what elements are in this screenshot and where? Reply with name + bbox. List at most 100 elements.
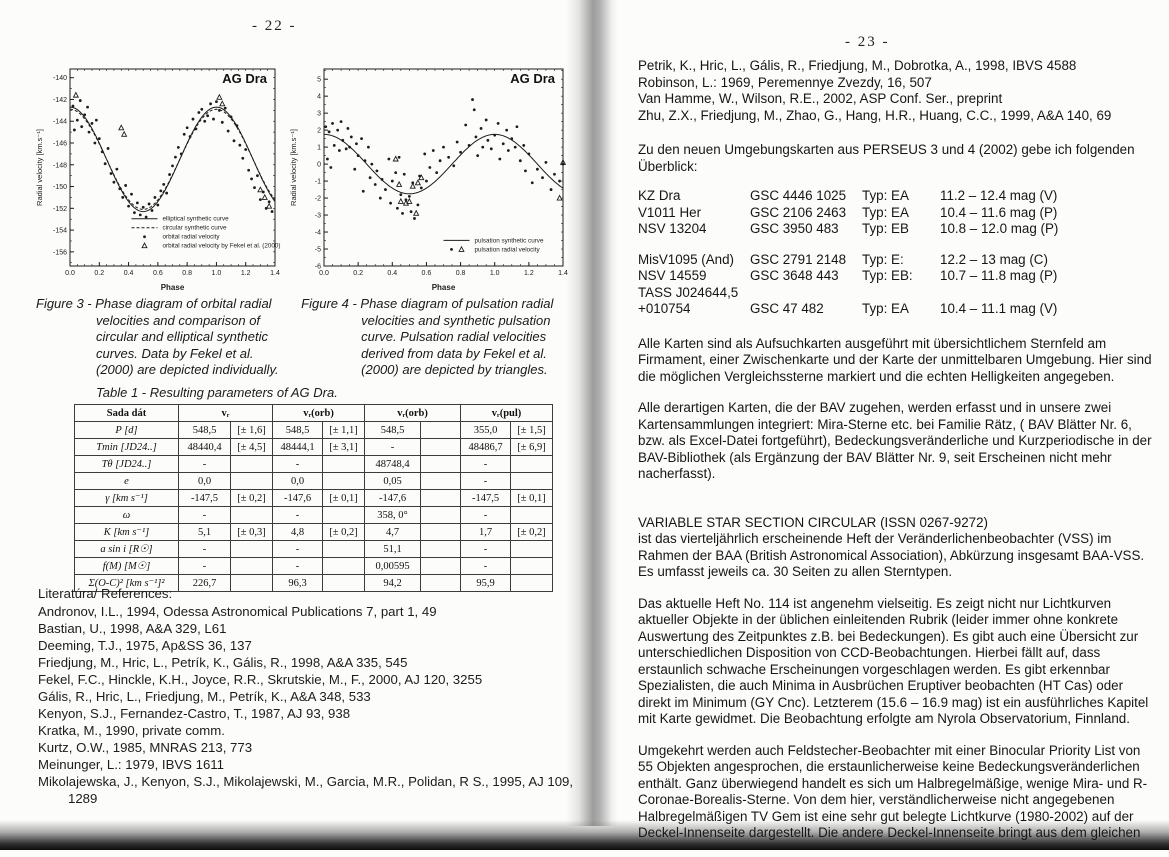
table-row: a sin i [R☉] - -51,1-: [74, 540, 554, 558]
svg-text:AG Dra: AG Dra: [222, 71, 268, 86]
table-cell: -147,5: [178, 489, 231, 507]
star-row: NSV 14559 GSC 3648 443 Typ: EB: 10.7 – 11.8…: [638, 268, 1158, 285]
table-cell: -: [178, 557, 231, 575]
table-cell: 4,7: [364, 523, 422, 541]
star-group: KZ Dra GSC 4446 1025 Typ: EA 11.2 – 12.4 ma…: [638, 188, 1158, 238]
svg-text:0.2: 0.2: [353, 270, 363, 277]
star-row: KZ Dra GSC 4446 1025 Typ: EA 11.2 – 12.4 ma…: [638, 188, 1158, 205]
star-list: KZ Dra GSC 4446 1025 Typ: EA 11.2 – 12.4 ma…: [638, 188, 1158, 318]
table-cell: [229, 506, 274, 524]
svg-text:AG Dra: AG Dra: [510, 71, 556, 86]
star-gsc-id: GSC 4446 1025: [750, 188, 847, 203]
table-header-cell: Sada dát: [74, 404, 179, 422]
reference-line: Meinunger, L.: 1979, IBVS 1611: [38, 757, 224, 772]
star-type: [862, 285, 940, 302]
star-type: Typ: E:: [862, 251, 904, 267]
svg-text:-1: -1: [315, 179, 321, 186]
star-gsc-id: GSC 2106 2463: [750, 204, 847, 220]
reference-line: Petrik, K., Hric, L., Gális, R., Friedju…: [638, 58, 1077, 73]
svg-text:-6: -6: [315, 264, 321, 271]
table-cell: 4,8: [272, 523, 324, 541]
table-cell: -: [272, 557, 324, 575]
table-cell: 226,7: [178, 574, 231, 592]
paragraph: Alle Karten sind als Aufsuchkarten ausge…: [638, 336, 1158, 386]
star-name: NSV 14559: [638, 268, 707, 283]
svg-text:Phase: Phase: [161, 283, 185, 292]
table-cell: -: [460, 472, 512, 490]
svg-text:-154: -154: [53, 228, 67, 235]
table-cell: [229, 557, 274, 575]
reference-line: Kenyon, S.J., Fernandez-Castro, T., 1987…: [38, 706, 351, 721]
table-row: γ [km s⁻¹] -147,5 [± 0,2] -147,6 [± 0,1] -147…: [74, 489, 554, 507]
star-row: V1011 Her GSC 2106 2463 Typ: EA 10.4 – 11.6…: [638, 205, 1158, 222]
paragraph-text: Umgekehrt werden auch Feldstecher-Beobac…: [638, 742, 1148, 841]
table-header-cell: vᵣ: [177, 404, 274, 422]
svg-text:orbital radial velocity by Fek: orbital radial velocity by Fekel et al. …: [163, 243, 281, 250]
table-header-cell: vᵣ(orb): [272, 404, 366, 422]
references-right-block: Petrik, K., Hric, L., Gális, R., Friedju…: [638, 58, 1158, 124]
figure-captions: Figure 3 - Phase diagram of orbital radi…: [36, 296, 578, 379]
table-row: Tmin [JD24..] 48440,4 [± 4,5] 48444,1 [± 3,1…: [74, 438, 554, 456]
row-label: ω: [74, 506, 179, 524]
table-cell: [322, 455, 366, 473]
table-cell: [510, 472, 554, 490]
table1-parameters: Sada dát vᵣ vᵣ(orb) vᵣ(orb) vᵣ(pul) P [d] 548,…: [74, 404, 554, 592]
svg-text:1.4: 1.4: [558, 270, 568, 277]
star-magnitude-range: 12.2 – 13 mag (C): [940, 251, 1048, 267]
table-cell: 0,0: [272, 472, 324, 490]
table-cell: [± 1,6]: [229, 421, 274, 439]
paragraph-text: ist das vierteljährlich erscheinende Hef…: [638, 531, 1145, 579]
svg-text:-150: -150: [53, 184, 67, 191]
table-row: K [km s⁻¹] 5,1 [± 0,3] 4,8 [± 0,2] 4,7 1,7 [± 0…: [74, 523, 554, 541]
row-label: γ [km s⁻¹]: [74, 489, 179, 507]
svg-text:-140: -140: [53, 75, 67, 82]
star-row: +010754 GSC 47 482 Typ: EA 10.4 – 11.1 mag …: [638, 301, 1158, 318]
table-cell: [420, 574, 462, 592]
svg-text:1.2: 1.2: [524, 270, 534, 277]
table-cell: [510, 540, 554, 558]
svg-text:-144: -144: [53, 119, 67, 126]
svg-text:-156: -156: [53, 249, 67, 256]
table-header-cell: vᵣ(pul): [460, 404, 554, 422]
table-cell: 48444,1: [272, 438, 324, 456]
svg-text:Radial velocity [km.s⁻¹]: Radial velocity [km.s⁻¹]: [289, 129, 298, 206]
table-cell: [322, 557, 366, 575]
table-cell: [420, 540, 462, 558]
row-label: P [d]: [74, 421, 179, 439]
table-cell: [± 3,1]: [322, 438, 366, 456]
table-cell: 5,1: [178, 523, 231, 541]
figure3-caption: Figure 3 - Phase diagram of orbital radi…: [36, 296, 279, 377]
table-cell: -: [272, 540, 324, 558]
section-heading: VARIABLE STAR SECTION CIRCULAR (ISSN 026…: [638, 514, 988, 530]
svg-text:-4: -4: [315, 230, 321, 237]
table-cell: -: [272, 506, 324, 524]
table-cell: 548,5: [364, 421, 422, 439]
table-cell: -: [364, 438, 422, 456]
table-row: ω - -358, 0° -: [74, 506, 554, 524]
table-row: Σ(O-C)² [km s⁻¹]² 226,7 96,3 94,2 95,9: [74, 574, 554, 592]
svg-text:1.0: 1.0: [212, 270, 222, 277]
star-row: MisV1095 (And) GSC 2791 2148 Typ: E: 12.2 –…: [638, 252, 1158, 269]
table-cell: [± 1,1]: [322, 421, 366, 439]
paragraph: VARIABLE STAR SECTION CIRCULAR (ISSN 026…: [638, 515, 1158, 581]
table-cell: [510, 455, 554, 473]
star-gsc-id: GSC 3648 443: [750, 268, 839, 283]
table-cell: [322, 574, 366, 592]
table-cell: -: [178, 506, 231, 524]
table-cell: 48486,7: [460, 438, 512, 456]
reference-line: Zhu, Z.X., Friedjung, M., Zhao, G., Hang…: [638, 107, 1112, 123]
star-magnitude-range: 10.7 – 11.8 mag (P): [940, 268, 1058, 283]
reference-line: Van Hamme, W., Wilson, R.E., 2002, ASP C…: [638, 91, 1003, 106]
svg-text:0.6: 0.6: [422, 270, 432, 277]
star-magnitude-range: 10.4 – 11.1 mag (V): [940, 301, 1058, 316]
table-cell: [510, 574, 554, 592]
page-number-left: - 22 -: [252, 18, 297, 34]
table-cell: [± 0,2]: [229, 489, 274, 507]
svg-text:-152: -152: [53, 206, 67, 213]
table-cell: -: [460, 557, 512, 575]
table-cell: -147,5: [460, 489, 512, 507]
table-row: e 0,0 0,0 0,05-: [74, 472, 554, 490]
row-label: K [km s⁻¹]: [74, 523, 179, 541]
table-cell: [510, 506, 554, 524]
paragraph: Umgekehrt werden auch Feldstecher-Beobac…: [638, 743, 1158, 842]
